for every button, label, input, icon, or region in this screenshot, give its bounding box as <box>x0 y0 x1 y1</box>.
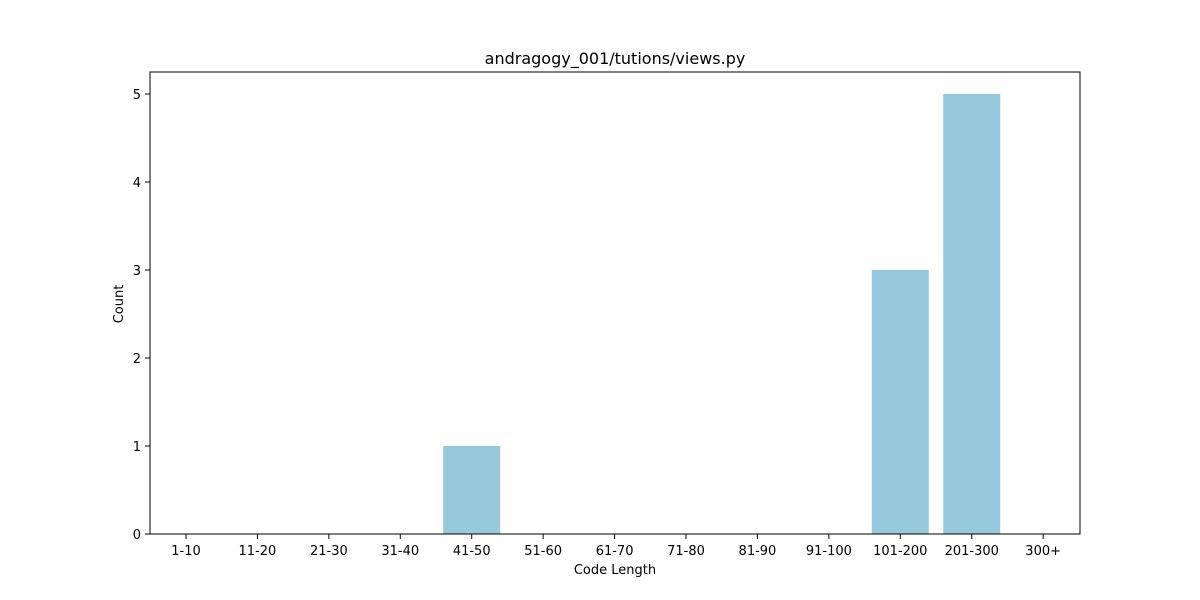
bar-101-200 <box>871 270 929 534</box>
y-tick-label: 2 <box>133 352 141 367</box>
x-tick-label: 41-50 <box>453 544 491 559</box>
x-tick-label: 21-30 <box>310 544 348 559</box>
y-tick-label: 4 <box>133 176 141 191</box>
x-tick-label: 31-40 <box>381 544 419 559</box>
y-axis: 0 1 2 3 4 5 <box>133 88 150 543</box>
y-tick-label: 1 <box>133 440 141 455</box>
x-tick-label: 71-80 <box>667 544 705 559</box>
x-tick-label: 101-200 <box>873 544 927 559</box>
x-axis-label: Code Length <box>574 563 656 578</box>
y-axis-label: Count <box>112 285 127 324</box>
bars-layer <box>443 94 1001 534</box>
x-tick-label: 300+ <box>1025 544 1061 559</box>
x-axis: 1-10 11-20 21-30 31-40 41-50 51-60 61-70 71-80 8… <box>171 534 1061 559</box>
y-tick-label: 0 <box>133 528 141 543</box>
x-tick-label: 201-300 <box>945 544 999 559</box>
y-tick-label: 5 <box>133 88 141 103</box>
y-tick-label: 3 <box>133 264 141 279</box>
x-tick-label: 11-20 <box>239 544 277 559</box>
chart-title: andragogy_001/tutions/views.py <box>485 49 746 69</box>
bar-41-50 <box>443 446 501 534</box>
plot-area-frame <box>149 71 1081 535</box>
x-tick-label: 81-90 <box>739 544 777 559</box>
bar-201-300 <box>943 94 1001 534</box>
x-tick-label: 1-10 <box>171 544 201 559</box>
x-tick-label: 61-70 <box>596 544 634 559</box>
x-tick-label: 91-100 <box>806 544 852 559</box>
x-tick-label: 51-60 <box>524 544 562 559</box>
